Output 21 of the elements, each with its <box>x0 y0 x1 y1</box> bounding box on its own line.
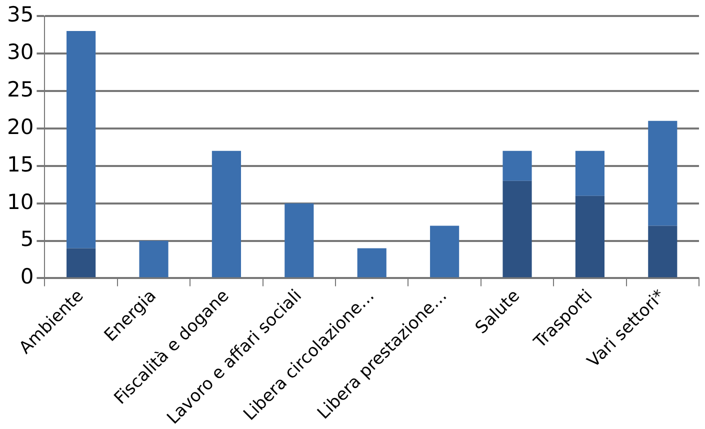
bar <box>212 150 242 278</box>
bar <box>648 226 678 278</box>
bar <box>502 150 532 181</box>
bar <box>139 240 168 278</box>
y-tick-label: 20 <box>6 114 34 139</box>
bar <box>648 120 678 226</box>
bar <box>502 180 532 278</box>
y-tick-label: 30 <box>6 40 34 64</box>
bar <box>575 196 604 278</box>
bar <box>575 150 604 196</box>
y-tick-label: 15 <box>6 152 34 176</box>
y-tick-label: 0 <box>20 264 34 289</box>
y-tick-label: 5 <box>20 227 34 252</box>
bar <box>284 203 314 278</box>
bar <box>430 226 460 278</box>
bar <box>357 248 386 278</box>
bar <box>66 248 96 278</box>
bar <box>66 30 96 248</box>
y-tick-label: 35 <box>6 2 34 26</box>
y-tick-label: 10 <box>6 190 34 214</box>
y-tick-label: 25 <box>6 77 34 102</box>
